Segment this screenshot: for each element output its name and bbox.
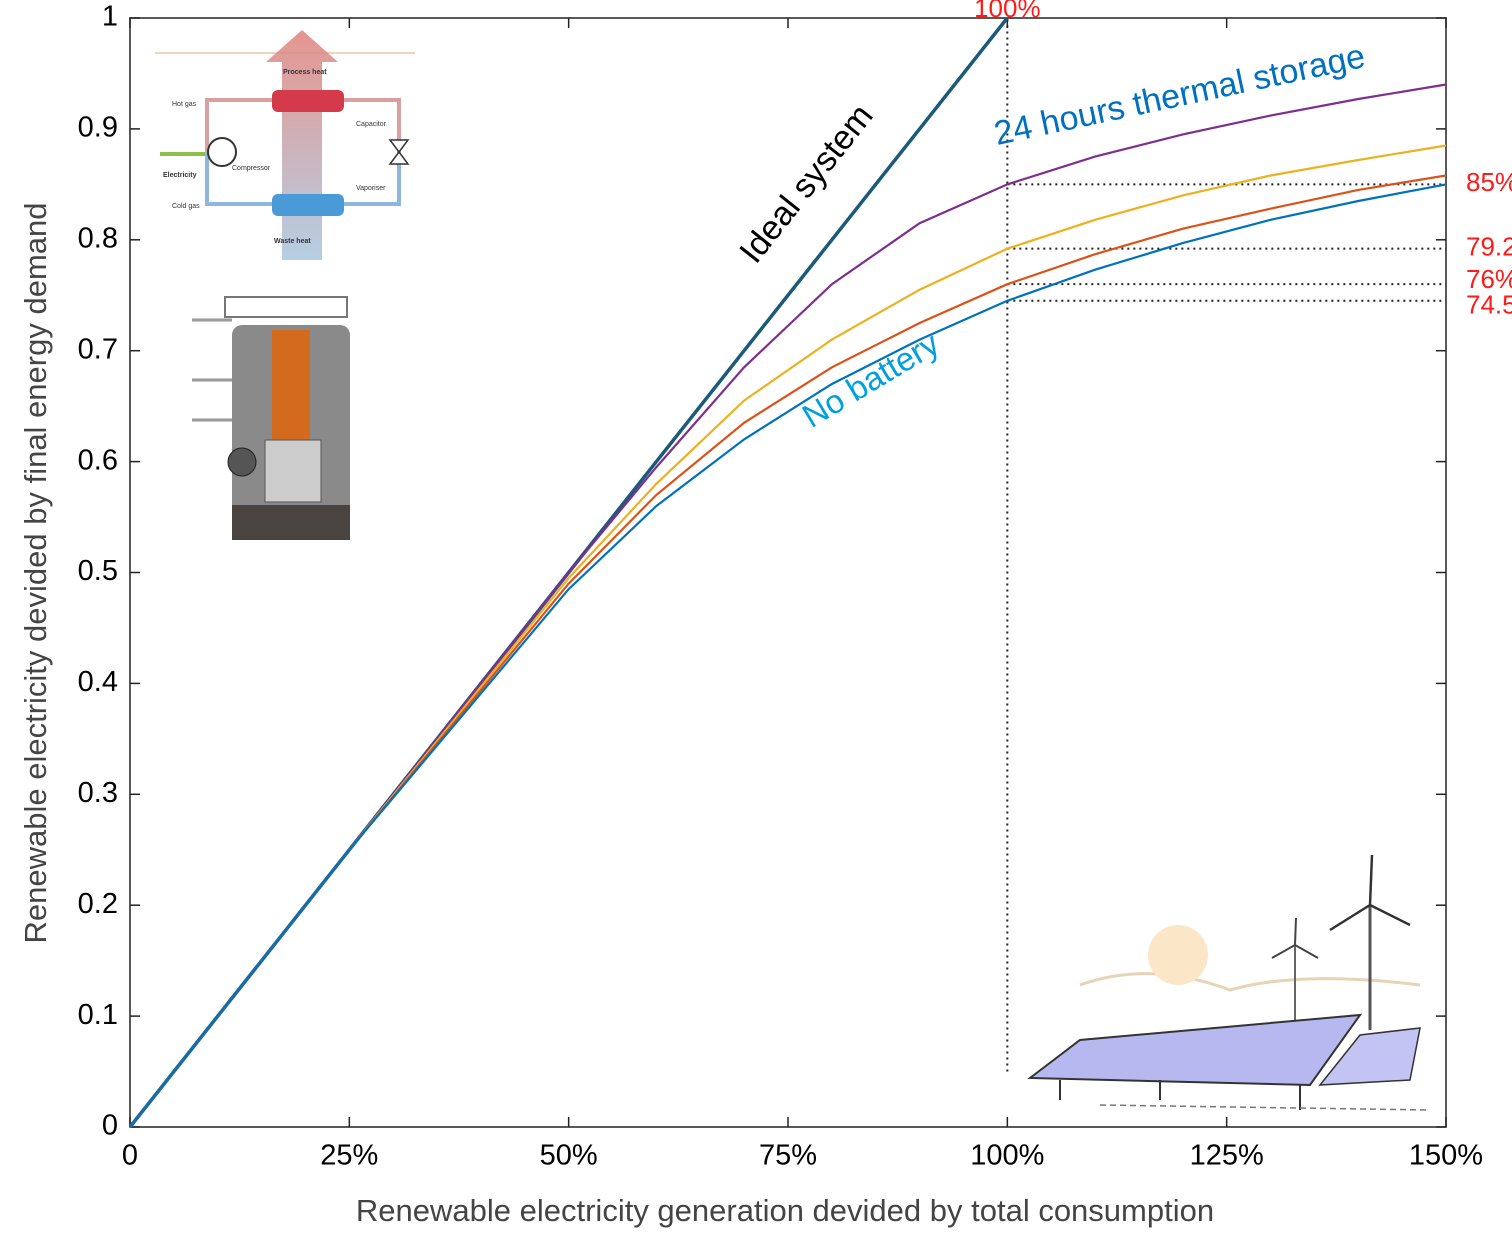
x-axis-title: Renewable electricity generation devided… xyxy=(356,1193,1214,1228)
diagram-label: Cold gas xyxy=(172,203,200,210)
series-line xyxy=(129,183,1447,1128)
series-line xyxy=(129,83,1447,1128)
y-tick-label: 0.1 xyxy=(78,999,118,1031)
diagram-label: Electricity xyxy=(163,172,197,179)
x-tick-label: 0 xyxy=(122,1140,138,1172)
y-tick-label: 0 xyxy=(102,1110,118,1142)
x-tick-label: 100% xyxy=(970,1140,1044,1172)
x-tick-label: 25% xyxy=(320,1140,378,1172)
diagram-label: Process heat xyxy=(283,69,327,76)
y-tick-label: 0.7 xyxy=(78,333,118,365)
y-tick-label: 0.9 xyxy=(78,112,118,144)
renewables-illustration xyxy=(1027,854,1431,1111)
series-line xyxy=(129,144,1447,1128)
diagram-label: Vaporiser xyxy=(356,185,386,192)
heat-pump-illustration: Process heat Hot gas Capacitor Electrici… xyxy=(155,30,415,260)
reference-label: 85% xyxy=(1466,167,1512,197)
diagram-label: Waste heat xyxy=(274,238,311,245)
series-label: Ideal system xyxy=(732,97,880,270)
y-tick-label: 0.3 xyxy=(78,777,118,809)
diagram-label: Compressor xyxy=(232,165,271,172)
boiler-illustration xyxy=(192,296,350,540)
y-tick-label: 0.2 xyxy=(78,888,118,920)
diagram-label: Hot gas xyxy=(172,101,197,108)
x-tick-label: 75% xyxy=(759,1140,817,1172)
y-tick-label: 0.6 xyxy=(78,444,118,476)
diagram-label: Capacitor xyxy=(356,121,387,128)
x-tick-label: 50% xyxy=(540,1140,598,1172)
reference-label: 74.5% xyxy=(1466,290,1512,320)
series-label: No battery xyxy=(796,324,946,434)
y-axis-title: Renewable electricity devided by final e… xyxy=(18,203,53,944)
y-tick-label: 1 xyxy=(102,1,118,33)
series-line xyxy=(129,174,1447,1128)
reference-label: 79.2% xyxy=(1466,232,1512,262)
x-tick-label: 150% xyxy=(1409,1140,1483,1172)
y-tick-label: 0.5 xyxy=(78,555,118,587)
reference-label: 76% xyxy=(1466,264,1512,294)
reference-label: 100% xyxy=(974,0,1041,23)
y-tick-label: 0.8 xyxy=(78,222,118,254)
y-tick-label: 0.4 xyxy=(78,666,118,698)
x-tick-label: 125% xyxy=(1190,1140,1264,1172)
